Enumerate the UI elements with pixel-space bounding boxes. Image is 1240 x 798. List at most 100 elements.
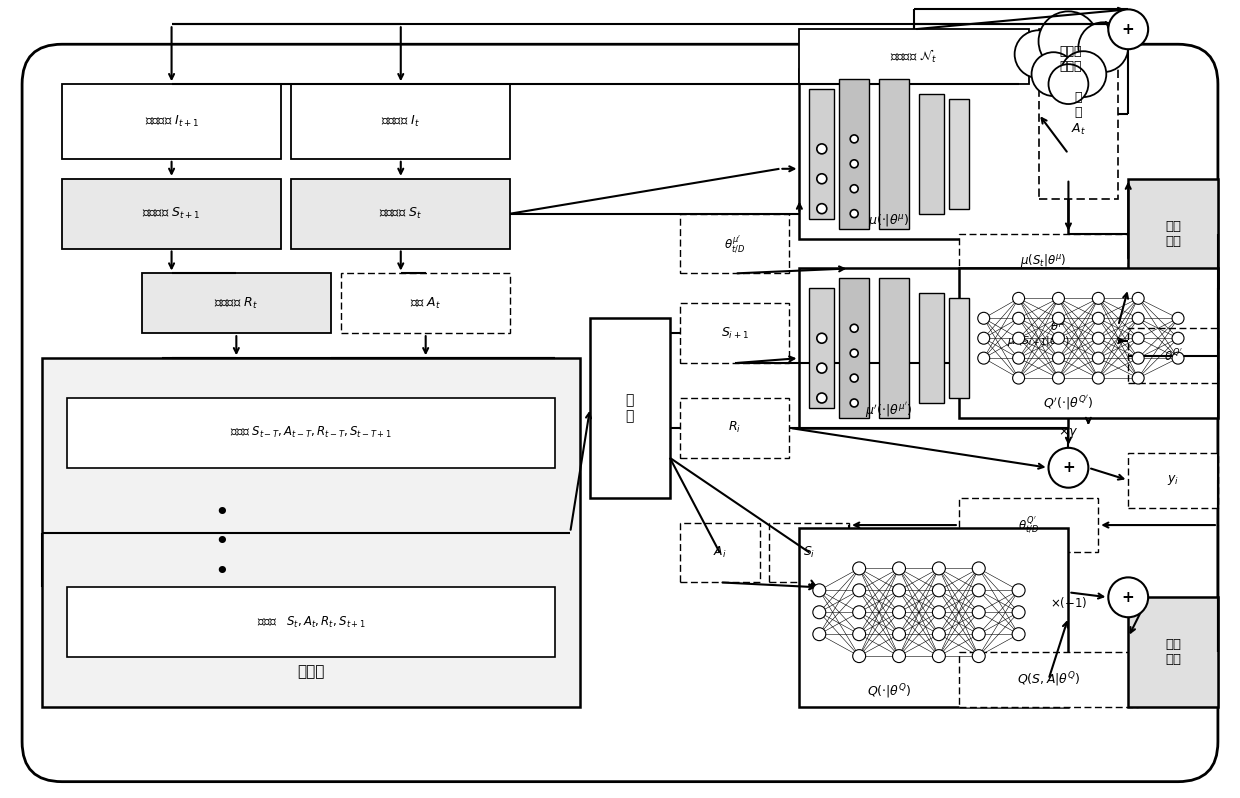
Circle shape (1092, 352, 1105, 364)
Circle shape (1109, 578, 1148, 617)
FancyBboxPatch shape (62, 179, 281, 248)
Text: $\theta^{Q'}$: $\theta^{Q'}$ (1164, 347, 1183, 364)
Circle shape (1092, 332, 1105, 344)
Circle shape (932, 650, 945, 662)
Circle shape (813, 628, 826, 641)
Circle shape (1172, 352, 1184, 364)
Circle shape (1053, 332, 1064, 344)
Text: 感知信息 $I_t$: 感知信息 $I_t$ (382, 114, 420, 129)
Text: $\mu'(\cdot|\theta^{\mu'})$: $\mu'(\cdot|\theta^{\mu'})$ (866, 401, 913, 420)
Circle shape (932, 606, 945, 618)
Circle shape (972, 562, 986, 575)
FancyBboxPatch shape (1128, 179, 1218, 288)
FancyBboxPatch shape (680, 523, 760, 583)
Circle shape (1049, 448, 1089, 488)
Text: 无线信
道环境: 无线信 道环境 (1059, 45, 1081, 73)
Circle shape (1012, 606, 1025, 618)
Circle shape (893, 562, 905, 575)
Text: 环境状态 $S_t$: 环境状态 $S_t$ (379, 206, 423, 221)
Circle shape (1060, 51, 1106, 97)
Circle shape (972, 628, 986, 641)
Text: $\mu(S_t|\theta^\mu)$: $\mu(S_t|\theta^\mu)$ (1021, 252, 1066, 270)
Circle shape (1172, 332, 1184, 344)
Circle shape (851, 324, 858, 332)
Circle shape (893, 606, 905, 618)
Circle shape (893, 584, 905, 597)
Circle shape (1013, 332, 1024, 344)
Text: 反馈回报 $R_t$: 反馈回报 $R_t$ (215, 296, 258, 311)
FancyBboxPatch shape (959, 498, 1099, 552)
Circle shape (1079, 22, 1128, 72)
Text: +: + (1061, 460, 1075, 476)
Text: $\times(-1)$: $\times(-1)$ (1050, 595, 1087, 610)
Circle shape (817, 203, 827, 214)
Circle shape (817, 393, 827, 403)
Circle shape (1132, 332, 1145, 344)
Text: •: • (215, 500, 228, 524)
FancyBboxPatch shape (62, 84, 281, 159)
Circle shape (1172, 312, 1184, 324)
Text: $\theta^{Q'}_{t/D}$: $\theta^{Q'}_{t/D}$ (1018, 515, 1039, 535)
Text: •: • (215, 531, 228, 555)
Text: 感知信息 $I_{t+1}$: 感知信息 $I_{t+1}$ (145, 114, 198, 129)
Circle shape (851, 399, 858, 407)
Circle shape (1012, 628, 1025, 641)
Circle shape (978, 352, 990, 364)
Text: 探索噪声 $\mathcal{N}_t$: 探索噪声 $\mathcal{N}_t$ (890, 48, 937, 65)
Text: •: • (215, 560, 228, 584)
Text: 采
样: 采 样 (626, 393, 634, 423)
Circle shape (817, 144, 827, 154)
FancyBboxPatch shape (22, 44, 1218, 782)
Text: 经验组   $S_t,A_t,R_t,S_{t+1}$: 经验组 $S_t,A_t,R_t,S_{t+1}$ (257, 614, 366, 630)
FancyBboxPatch shape (959, 234, 1128, 288)
FancyBboxPatch shape (341, 274, 511, 334)
Circle shape (813, 606, 826, 618)
Text: $\theta^{\mu'}$: $\theta^{\mu'}$ (1050, 318, 1068, 334)
FancyBboxPatch shape (67, 398, 556, 468)
FancyBboxPatch shape (998, 298, 1118, 354)
Circle shape (1132, 372, 1145, 384)
Circle shape (817, 334, 827, 343)
Text: 策
略
$A_t$: 策 略 $A_t$ (1071, 91, 1086, 136)
Text: 经验组 $S_{t-T},A_{t-T},R_{t-T},S_{t-T+1}$: 经验组 $S_{t-T},A_{t-T},R_{t-T},S_{t-T+1}$ (231, 425, 392, 440)
FancyBboxPatch shape (839, 279, 869, 418)
FancyBboxPatch shape (919, 94, 944, 214)
Circle shape (851, 210, 858, 218)
Circle shape (853, 562, 866, 575)
Circle shape (893, 650, 905, 662)
Text: $Q(S,A|\theta^Q)$: $Q(S,A|\theta^Q)$ (1017, 670, 1080, 689)
Text: +: + (1122, 590, 1135, 605)
Circle shape (1049, 64, 1089, 104)
Circle shape (1032, 52, 1075, 96)
FancyBboxPatch shape (959, 652, 1138, 707)
FancyBboxPatch shape (949, 99, 968, 208)
FancyBboxPatch shape (800, 268, 1069, 428)
Text: 梯度
下降: 梯度 下降 (1166, 219, 1180, 247)
Circle shape (853, 628, 866, 641)
FancyBboxPatch shape (680, 214, 790, 274)
Text: $\mu(\cdot|\theta^\mu)$: $\mu(\cdot|\theta^\mu)$ (868, 212, 910, 229)
Circle shape (1013, 352, 1024, 364)
Circle shape (1132, 292, 1145, 304)
Circle shape (1014, 30, 1063, 78)
Circle shape (1012, 584, 1025, 597)
Text: 环境状态 $S_{t+1}$: 环境状态 $S_{t+1}$ (143, 206, 201, 221)
Circle shape (978, 312, 990, 324)
FancyBboxPatch shape (291, 179, 511, 248)
Text: $\mu'(S_{i+1}|\theta^{\mu'})$: $\mu'(S_{i+1}|\theta^{\mu'})$ (1007, 333, 1070, 349)
Circle shape (853, 650, 866, 662)
Text: $R_i$: $R_i$ (728, 421, 742, 436)
Circle shape (1132, 352, 1145, 364)
Circle shape (932, 562, 945, 575)
FancyBboxPatch shape (291, 84, 511, 159)
Circle shape (1013, 292, 1024, 304)
FancyBboxPatch shape (1128, 328, 1218, 383)
Circle shape (1092, 312, 1105, 324)
Circle shape (1053, 312, 1064, 324)
Text: 策略 $A_t$: 策略 $A_t$ (410, 296, 441, 311)
FancyBboxPatch shape (770, 523, 849, 583)
FancyBboxPatch shape (919, 294, 944, 403)
FancyBboxPatch shape (959, 268, 1218, 418)
FancyBboxPatch shape (879, 79, 909, 228)
Circle shape (817, 174, 827, 184)
